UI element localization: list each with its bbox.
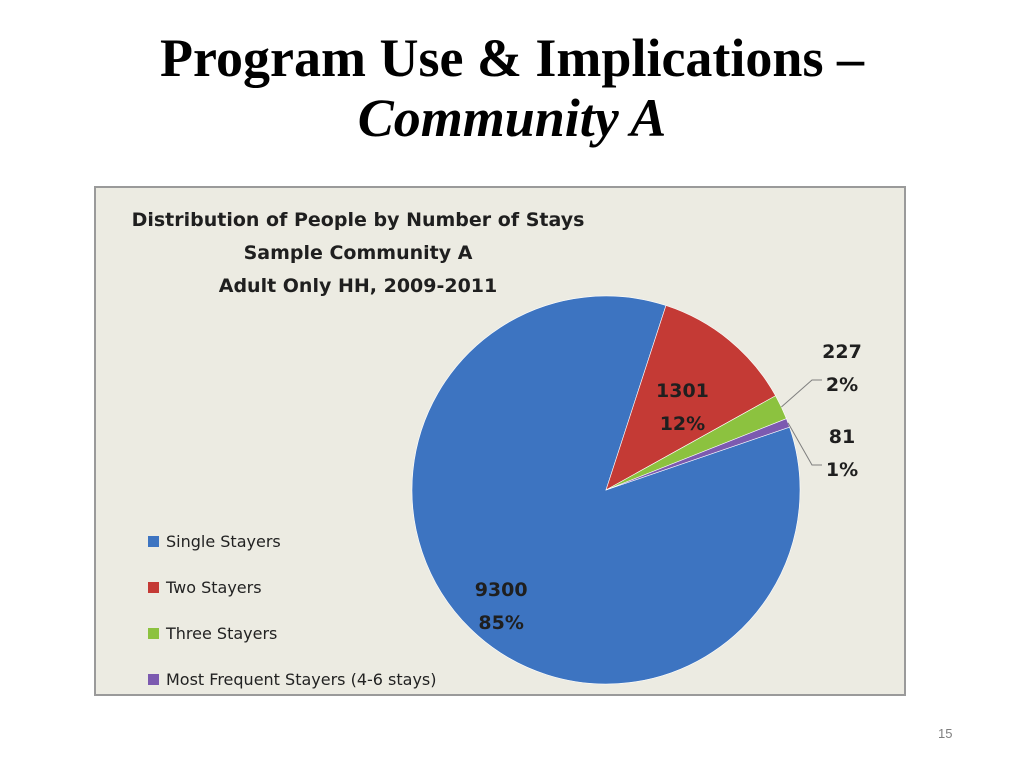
data-label-value-three-stayers: 227 — [822, 341, 862, 363]
legend-label: Single Stayers — [166, 531, 281, 551]
chart-frame: Distribution of People by Number of Stay… — [94, 186, 906, 696]
data-label-percent-single-stayers: 85% — [478, 612, 523, 634]
leader-line-three-stayers — [781, 379, 822, 408]
data-label-value-two-stayers: 1301 — [656, 380, 709, 402]
slide-number: 15 — [938, 726, 953, 741]
slide-title-line2: Community A — [357, 88, 667, 148]
chart-title: Distribution of People by Number of Stay… — [108, 204, 608, 303]
legend-label: Three Stayers — [166, 623, 278, 643]
chart-title-line2: Sample Community A — [243, 242, 473, 264]
legend-swatch — [148, 535, 159, 547]
chart-title-line3: Adult Only HH, 2009-2011 — [218, 275, 498, 297]
data-label-percent-three-stayers: 2% — [826, 374, 858, 396]
legend-item-two-stayers: Two Stayers — [148, 564, 437, 610]
legend-item-three-stayers: Three Stayers — [148, 610, 437, 656]
data-label-value-most-frequent-stayers-4-6-stays: 81 — [829, 426, 855, 448]
chart-title-line1: Distribution of People by Number of Stay… — [131, 209, 585, 231]
legend-label: Most Frequent Stayers (4-6 stays) — [166, 669, 437, 689]
legend-swatch — [148, 627, 159, 639]
legend: Single Stayers Two Stayers Three Stayers Mo… — [148, 518, 437, 702]
data-label-value-single-stayers: 9300 — [475, 579, 528, 601]
legend-swatch — [148, 581, 159, 593]
legend-item-most-frequent-stayers-4-6-stays: Most Frequent Stayers (4-6 stays) — [148, 656, 437, 702]
pie-chart: 9300 85% 1301 12% 227 2% 81 1% — [411, 295, 862, 685]
legend-swatch — [148, 673, 159, 685]
data-label-percent-two-stayers: 12% — [660, 413, 705, 435]
legend-item-single-stayers: Single Stayers — [148, 518, 437, 564]
slide-title: Program Use & Implications – Community A — [0, 28, 1024, 148]
legend-label: Two Stayers — [166, 577, 262, 597]
pie-slice-two-stayers — [605, 305, 776, 491]
leader-line-most-frequent-stayers-4-6-stays — [787, 422, 822, 466]
data-label-percent-most-frequent-stayers-4-6-stays: 1% — [826, 459, 858, 481]
slide-title-line1: Program Use & Implications – — [160, 28, 864, 88]
